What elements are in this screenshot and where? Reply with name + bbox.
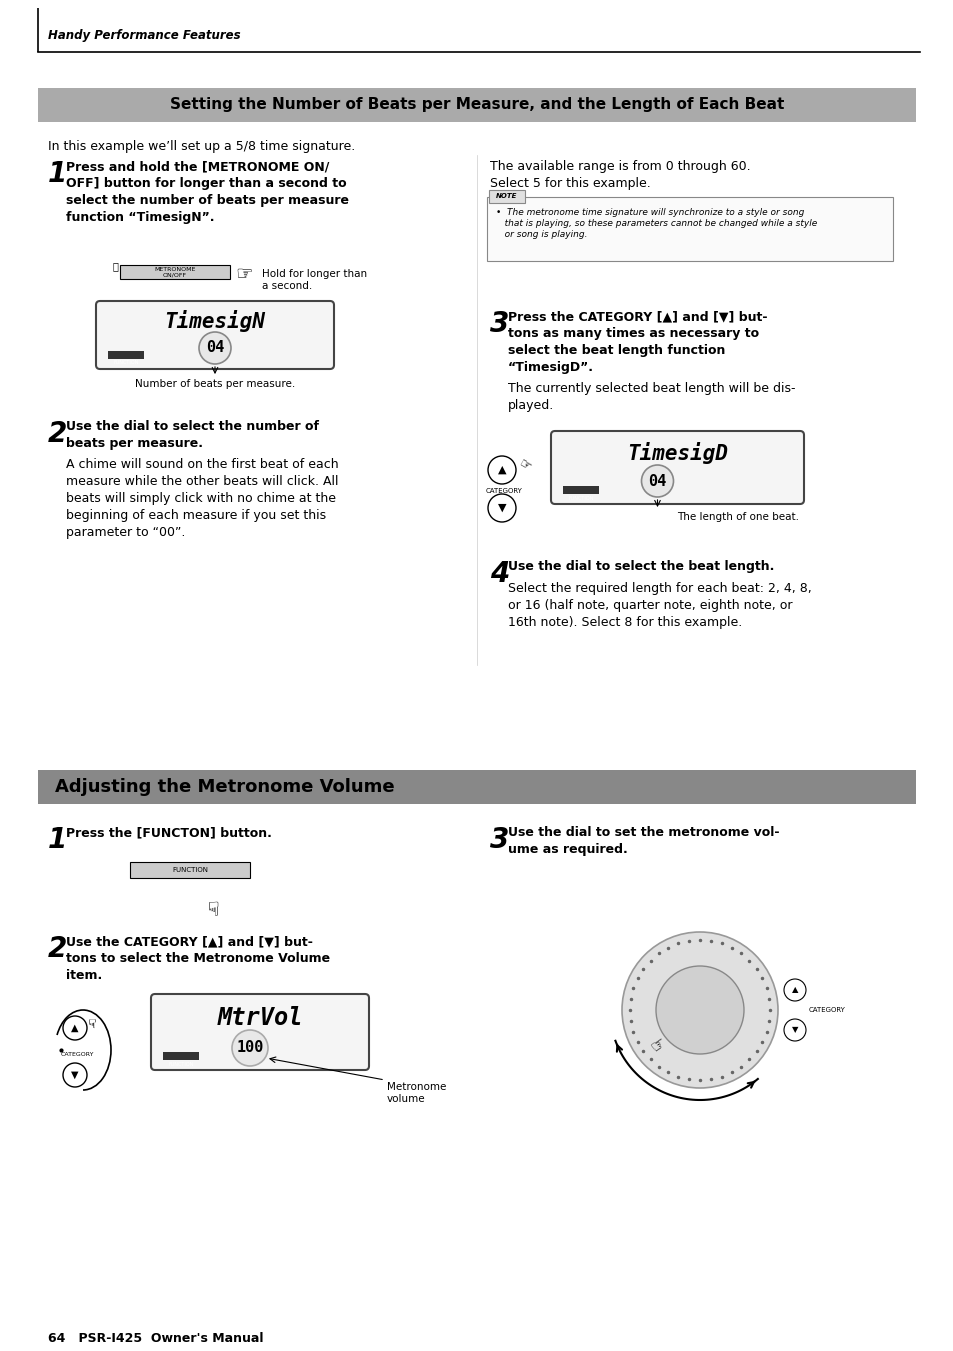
Circle shape [488,457,516,484]
Text: Use the CATEGORY [▲] and [▼] but-
tons to select the Metronome Volume
item.: Use the CATEGORY [▲] and [▼] but- tons t… [66,935,330,982]
Text: CATEGORY: CATEGORY [808,1006,845,1013]
Text: Hold for longer than
a second.: Hold for longer than a second. [262,269,367,290]
Text: FUNCTION: FUNCTION [172,867,208,873]
Text: FUNCTION: FUNCTION [168,1062,193,1066]
Text: 4: 4 [490,561,509,588]
Text: Handy Performance Features: Handy Performance Features [48,30,240,42]
Bar [120,265,230,280]
Text: Press and hold the [METRONOME ON/
OFF] button for longer than a second to
select: Press and hold the [METRONOME ON/ OFF] b… [66,159,349,224]
Circle shape [621,932,778,1088]
FancyBboxPatch shape [551,431,803,504]
Text: 3: 3 [490,309,509,338]
Text: Press the [FUNCTON] button.: Press the [FUNCTON] button. [66,825,272,839]
Circle shape [63,1016,87,1040]
Text: A chime will sound on the first beat of each
measure while the other beats will : A chime will sound on the first beat of … [66,458,338,539]
Text: Press the CATEGORY [▲] and [▼] but-
tons as many times as necessary to
select th: Press the CATEGORY [▲] and [▼] but- tons… [507,309,767,374]
Text: Number of beats per measure.: Number of beats per measure. [134,380,294,389]
Circle shape [63,1063,87,1088]
Text: Metronome
volume: Metronome volume [387,1082,446,1104]
Bar [38,88,915,122]
Text: 1: 1 [48,159,67,188]
Text: Use the dial to select the number of
beats per measure.: Use the dial to select the number of bea… [66,420,318,450]
Text: Use the dial to select the beat length.: Use the dial to select the beat length. [507,561,774,573]
Circle shape [199,332,231,363]
Bar [38,770,915,804]
Text: ▼: ▼ [71,1070,79,1079]
Circle shape [488,494,516,521]
Text: METRONOME
ON/OFF: METRONOME ON/OFF [154,266,195,277]
Text: TimesigD: TimesigD [626,442,727,463]
Text: 64   PSR-I425  Owner's Manual: 64 PSR-I425 Owner's Manual [48,1332,263,1346]
Text: ▼: ▼ [497,503,506,513]
Text: FUNCTION: FUNCTION [568,496,593,500]
Text: The available range is from 0 through 60.
Select 5 for this example.: The available range is from 0 through 60… [490,159,750,190]
Bar [562,486,598,494]
Text: 1: 1 [48,825,67,854]
Text: CATEGORY: CATEGORY [485,488,522,494]
Text: Select the required length for each beat: 2, 4, 8,
or 16 (half note, quarter not: Select the required length for each beat… [507,582,811,630]
Text: Adjusting the Metronome Volume: Adjusting the Metronome Volume [55,778,395,796]
Text: The currently selected beat length will be dis-
played.: The currently selected beat length will … [507,382,795,412]
Text: •  The metronome time signature will synchronize to a style or song
   that is p: • The metronome time signature will sync… [496,208,817,239]
Text: ▲: ▲ [71,1023,79,1034]
Text: Setting the Number of Beats per Measure, and the Length of Each Beat: Setting the Number of Beats per Measure,… [170,97,783,112]
Text: ▼: ▼ [791,1025,798,1035]
Text: 2: 2 [48,420,67,449]
Bar [108,351,144,359]
Text: MtrVol: MtrVol [217,1006,302,1029]
Text: ☞: ☞ [517,455,535,474]
FancyBboxPatch shape [96,301,334,369]
Text: 04: 04 [648,473,666,489]
FancyBboxPatch shape [151,994,369,1070]
Text: 🔒: 🔒 [112,261,118,272]
Text: 3: 3 [490,825,509,854]
Circle shape [783,1019,805,1042]
Text: ☞: ☞ [200,900,219,917]
Text: In this example we’ll set up a 5/8 time signature.: In this example we’ll set up a 5/8 time … [48,141,355,153]
Bar [163,1052,199,1061]
Text: TimesigN: TimesigN [164,309,265,332]
Circle shape [783,979,805,1001]
Text: 100: 100 [236,1040,263,1055]
Text: 2: 2 [48,935,67,963]
Text: FUNCTION: FUNCTION [113,361,138,366]
Text: CATEGORY: CATEGORY [60,1052,93,1056]
Text: NOTE: NOTE [496,193,517,199]
Bar [130,862,250,878]
Text: ☞: ☞ [83,1019,96,1029]
Text: ☞: ☞ [234,266,253,285]
FancyBboxPatch shape [486,197,892,261]
FancyBboxPatch shape [489,190,524,203]
Text: ☞: ☞ [647,1034,669,1056]
Circle shape [656,966,743,1054]
Text: Use the dial to set the metronome vol-
ume as required.: Use the dial to set the metronome vol- u… [507,825,779,857]
Text: 04: 04 [206,340,224,355]
Circle shape [640,465,673,497]
Circle shape [232,1029,268,1066]
Text: ▲: ▲ [791,985,798,994]
Text: ▲: ▲ [497,465,506,476]
Text: The length of one beat.: The length of one beat. [677,512,799,521]
